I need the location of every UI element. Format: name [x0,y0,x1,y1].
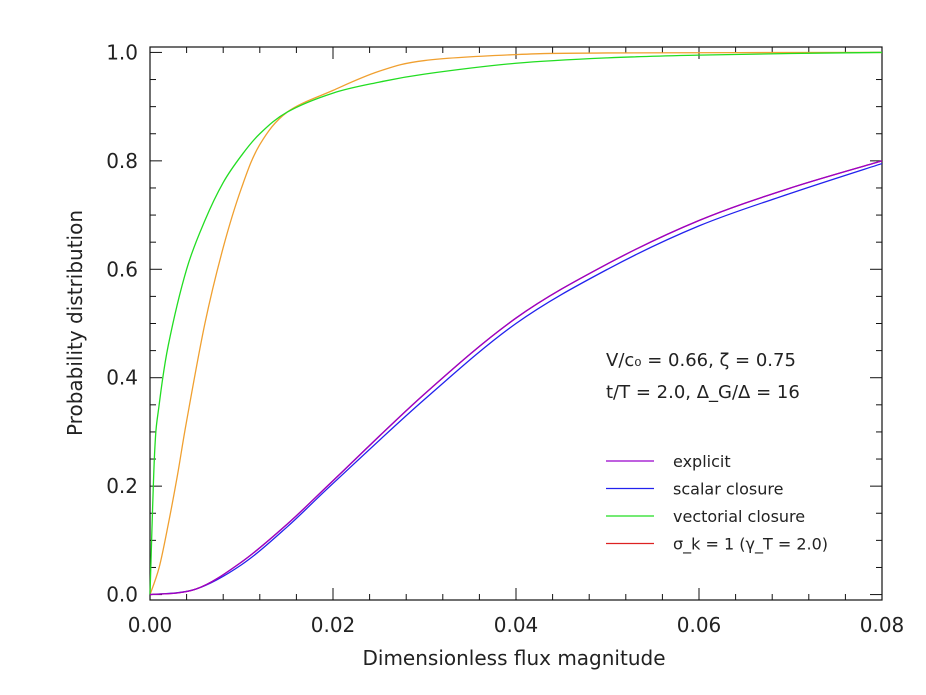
unlabeled-series-line [149,51,883,595]
legend-label: scalar closure [673,480,783,499]
x-tick-label: 0.04 [494,613,539,637]
vectorial-closure-series-line [149,51,883,595]
y-axis: 0.0 0.2 0.4 0.6 0.8 1.0 [106,40,882,607]
k-1-t-2-0-series-line [149,160,883,596]
y-tick-label: 1.0 [106,40,138,64]
legend-label: σ_k = 1 (γ_T = 2.0) [673,535,828,555]
legend-label: explicit [673,452,731,471]
x-tick-label: 0.08 [860,613,905,637]
y-axis-title: Probability distribution [63,210,87,436]
scalar-closure-series-line [149,162,883,596]
explicit-series-line [149,160,883,596]
x-axis: 0.00 0.02 0.04 0.06 0.08 [128,47,905,637]
legend: explicit scalar closure vectorial closure σ… [606,452,828,555]
y-tick-label: 0.4 [106,366,138,390]
annotation-line-1: V/c₀ = 0.66, ζ = 0.75 [606,350,796,371]
series-layer [149,51,883,596]
x-tick-label: 0.06 [677,613,722,637]
x-axis-title: Dimensionless flux magnitude [362,646,665,670]
legend-label: vectorial closure [673,507,805,526]
y-tick-label: 0.6 [106,257,138,281]
x-tick-label: 0.02 [311,613,356,637]
y-tick-label: 0.8 [106,149,138,173]
y-tick-label: 0.0 [106,583,138,607]
annotation-line-2: t/T = 2.0, Δ_G/Δ = 16 [606,382,800,403]
y-tick-label: 0.2 [106,474,138,498]
x-tick-label: 0.00 [128,613,173,637]
